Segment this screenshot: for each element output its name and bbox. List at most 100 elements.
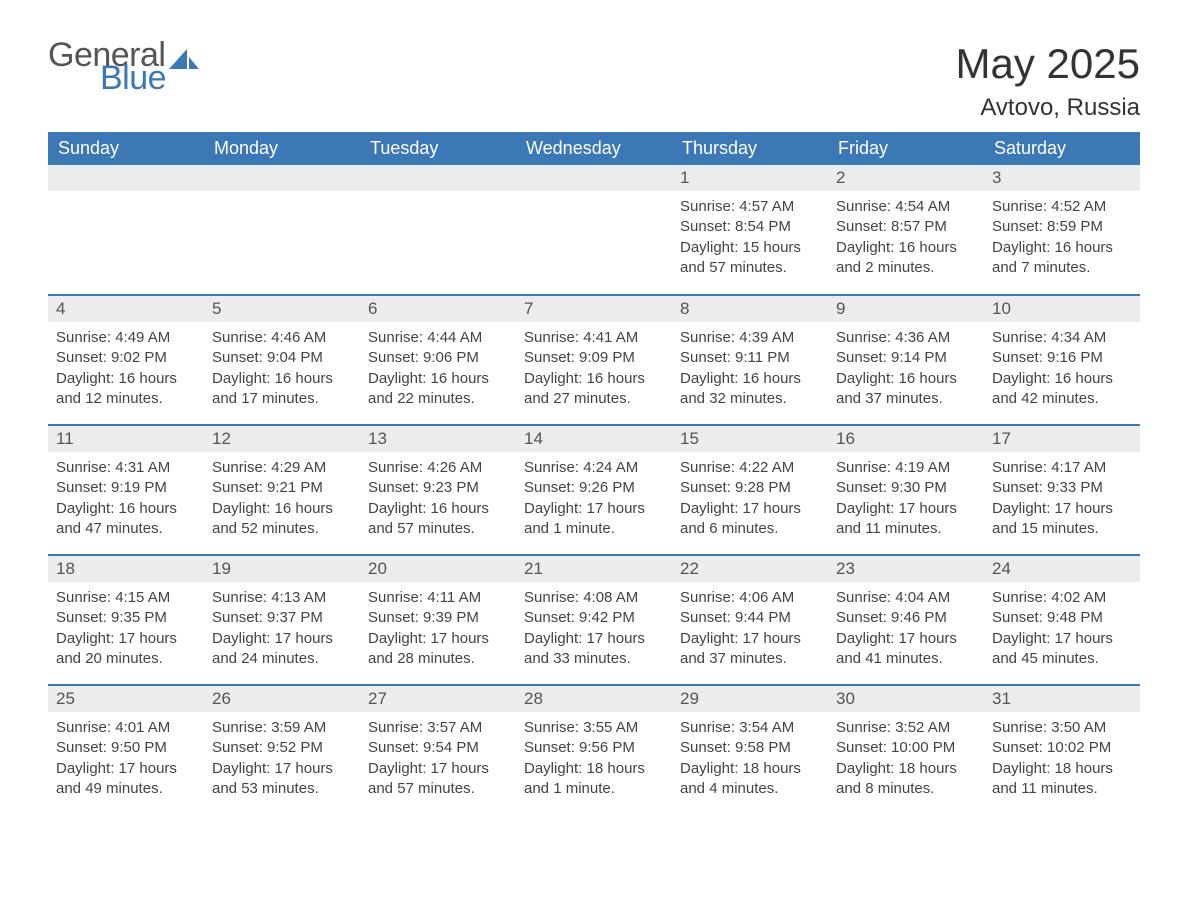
sunrise-text: Sunrise: 4:01 AM [56,718,196,738]
sunrise-text: Sunrise: 4:02 AM [992,588,1132,608]
day-number: 6 [360,296,516,322]
day-number: 26 [204,686,360,712]
day-number: 30 [828,686,984,712]
calendar-cell: 13Sunrise: 4:26 AMSunset: 9:23 PMDayligh… [360,425,516,555]
calendar-week-row: 18Sunrise: 4:15 AMSunset: 9:35 PMDayligh… [48,555,1140,685]
day-details: Sunrise: 4:26 AMSunset: 9:23 PMDaylight:… [360,452,516,551]
calendar-cell: 14Sunrise: 4:24 AMSunset: 9:26 PMDayligh… [516,425,672,555]
sunset-text: Sunset: 9:14 PM [836,348,976,368]
calendar-cell: 8Sunrise: 4:39 AMSunset: 9:11 PMDaylight… [672,295,828,425]
sunset-text: Sunset: 9:11 PM [680,348,820,368]
day-details: Sunrise: 4:31 AMSunset: 9:19 PMDaylight:… [48,452,204,551]
daylight-text: Daylight: 16 hours and 52 minutes. [212,499,352,540]
day-number: 7 [516,296,672,322]
day-number: 11 [48,426,204,452]
calendar-cell: 21Sunrise: 4:08 AMSunset: 9:42 PMDayligh… [516,555,672,685]
sunrise-text: Sunrise: 4:39 AM [680,328,820,348]
day-number: 13 [360,426,516,452]
daylight-text: Daylight: 18 hours and 11 minutes. [992,759,1132,800]
day-number: 29 [672,686,828,712]
calendar-cell: 4Sunrise: 4:49 AMSunset: 9:02 PMDaylight… [48,295,204,425]
day-details: Sunrise: 3:59 AMSunset: 9:52 PMDaylight:… [204,712,360,811]
daylight-text: Daylight: 16 hours and 12 minutes. [56,369,196,410]
calendar-cell: 24Sunrise: 4:02 AMSunset: 9:48 PMDayligh… [984,555,1140,685]
sunrise-text: Sunrise: 4:31 AM [56,458,196,478]
sunset-text: Sunset: 9:28 PM [680,478,820,498]
weekday-header: Sunday [48,132,204,165]
sunrise-text: Sunrise: 4:46 AM [212,328,352,348]
day-details: Sunrise: 4:08 AMSunset: 9:42 PMDaylight:… [516,582,672,681]
sunset-text: Sunset: 10:00 PM [836,738,976,758]
calendar-cell [360,165,516,295]
sunrise-text: Sunrise: 4:54 AM [836,197,976,217]
daylight-text: Daylight: 15 hours and 57 minutes. [680,238,820,279]
day-number: 25 [48,686,204,712]
sunset-text: Sunset: 9:19 PM [56,478,196,498]
calendar-cell [48,165,204,295]
sunset-text: Sunset: 9:58 PM [680,738,820,758]
daylight-text: Daylight: 18 hours and 4 minutes. [680,759,820,800]
calendar-cell: 15Sunrise: 4:22 AMSunset: 9:28 PMDayligh… [672,425,828,555]
day-number: 23 [828,556,984,582]
sunset-text: Sunset: 8:59 PM [992,217,1132,237]
sunrise-text: Sunrise: 3:50 AM [992,718,1132,738]
location: Avtovo, Russia [956,94,1140,122]
day-number: 8 [672,296,828,322]
calendar-cell: 1Sunrise: 4:57 AMSunset: 8:54 PMDaylight… [672,165,828,295]
day-number: 17 [984,426,1140,452]
daylight-text: Daylight: 17 hours and 20 minutes. [56,629,196,670]
sunrise-text: Sunrise: 4:44 AM [368,328,508,348]
day-number [360,165,516,191]
sunset-text: Sunset: 9:46 PM [836,608,976,628]
daylight-text: Daylight: 17 hours and 45 minutes. [992,629,1132,670]
day-number: 15 [672,426,828,452]
calendar-week-row: 11Sunrise: 4:31 AMSunset: 9:19 PMDayligh… [48,425,1140,555]
daylight-text: Daylight: 16 hours and 57 minutes. [368,499,508,540]
sunset-text: Sunset: 9:54 PM [368,738,508,758]
sunset-text: Sunset: 9:16 PM [992,348,1132,368]
sunrise-text: Sunrise: 4:52 AM [992,197,1132,217]
logo-text-blue: Blue [100,63,199,94]
day-details: Sunrise: 3:55 AMSunset: 9:56 PMDaylight:… [516,712,672,811]
calendar-table: Sunday Monday Tuesday Wednesday Thursday… [48,132,1140,815]
sunrise-text: Sunrise: 4:29 AM [212,458,352,478]
daylight-text: Daylight: 16 hours and 47 minutes. [56,499,196,540]
sunrise-text: Sunrise: 3:52 AM [836,718,976,738]
sunset-text: Sunset: 9:04 PM [212,348,352,368]
calendar-cell: 12Sunrise: 4:29 AMSunset: 9:21 PMDayligh… [204,425,360,555]
day-details: Sunrise: 4:57 AMSunset: 8:54 PMDaylight:… [672,191,828,290]
calendar-cell: 7Sunrise: 4:41 AMSunset: 9:09 PMDaylight… [516,295,672,425]
title-block: May 2025 Avtovo, Russia [956,40,1140,122]
daylight-text: Daylight: 17 hours and 24 minutes. [212,629,352,670]
calendar-cell: 9Sunrise: 4:36 AMSunset: 9:14 PMDaylight… [828,295,984,425]
day-number: 24 [984,556,1140,582]
daylight-text: Daylight: 17 hours and 11 minutes. [836,499,976,540]
sunrise-text: Sunrise: 4:49 AM [56,328,196,348]
day-details: Sunrise: 4:24 AMSunset: 9:26 PMDaylight:… [516,452,672,551]
day-number: 20 [360,556,516,582]
sunrise-text: Sunrise: 4:26 AM [368,458,508,478]
day-number: 18 [48,556,204,582]
day-details: Sunrise: 4:44 AMSunset: 9:06 PMDaylight:… [360,322,516,421]
daylight-text: Daylight: 17 hours and 37 minutes. [680,629,820,670]
calendar-cell: 27Sunrise: 3:57 AMSunset: 9:54 PMDayligh… [360,685,516,815]
calendar-cell: 16Sunrise: 4:19 AMSunset: 9:30 PMDayligh… [828,425,984,555]
daylight-text: Daylight: 16 hours and 17 minutes. [212,369,352,410]
calendar-cell: 31Sunrise: 3:50 AMSunset: 10:02 PMDaylig… [984,685,1140,815]
calendar-cell: 29Sunrise: 3:54 AMSunset: 9:58 PMDayligh… [672,685,828,815]
sunset-text: Sunset: 9:52 PM [212,738,352,758]
day-number: 27 [360,686,516,712]
day-details: Sunrise: 4:39 AMSunset: 9:11 PMDaylight:… [672,322,828,421]
sunset-text: Sunset: 9:09 PM [524,348,664,368]
day-details: Sunrise: 4:34 AMSunset: 9:16 PMDaylight:… [984,322,1140,421]
daylight-text: Daylight: 17 hours and 1 minute. [524,499,664,540]
sunrise-text: Sunrise: 4:11 AM [368,588,508,608]
day-details: Sunrise: 4:06 AMSunset: 9:44 PMDaylight:… [672,582,828,681]
day-details: Sunrise: 4:52 AMSunset: 8:59 PMDaylight:… [984,191,1140,290]
calendar-cell: 20Sunrise: 4:11 AMSunset: 9:39 PMDayligh… [360,555,516,685]
day-number: 2 [828,165,984,191]
sunrise-text: Sunrise: 4:17 AM [992,458,1132,478]
calendar-cell: 22Sunrise: 4:06 AMSunset: 9:44 PMDayligh… [672,555,828,685]
weekday-header-row: Sunday Monday Tuesday Wednesday Thursday… [48,132,1140,165]
sunrise-text: Sunrise: 4:22 AM [680,458,820,478]
